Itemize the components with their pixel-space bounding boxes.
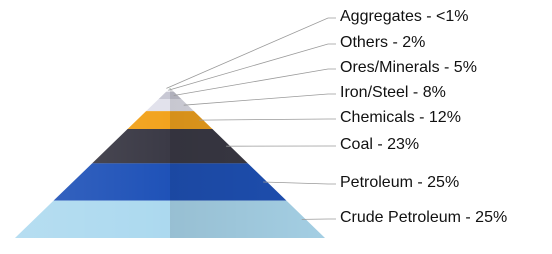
chart: Aggregates - <1% Others - 2% Ores/Minerals… bbox=[0, 0, 552, 254]
layer-label: Aggregates - <1% bbox=[340, 8, 469, 25]
layer-label: Others - 2% bbox=[340, 34, 425, 51]
layer-label: Coal - 23% bbox=[340, 136, 419, 153]
layer-label: Petroleum - 25% bbox=[340, 174, 459, 191]
layer-label: Chemicals - 12% bbox=[340, 109, 461, 126]
layer-label: Iron/Steel - 8% bbox=[340, 84, 446, 101]
pyramid-shading bbox=[15, 88, 325, 238]
leader-line bbox=[166, 18, 336, 88]
leader-line bbox=[263, 182, 336, 184]
layer-label: Crude Petroleum - 25% bbox=[340, 209, 507, 226]
leader-line bbox=[184, 94, 336, 105]
leader-line bbox=[199, 119, 336, 120]
leader-line bbox=[174, 69, 336, 95]
layer-label: Ores/Minerals - 5% bbox=[340, 59, 477, 76]
